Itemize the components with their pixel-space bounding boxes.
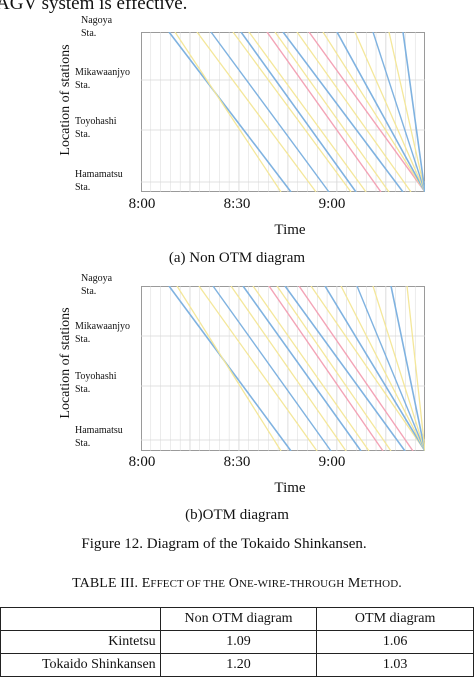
x-tick: 8:00 [128, 454, 156, 470]
station-label: Toyohashi Sta. [75, 116, 117, 140]
station-label: Nagoya Sta. [81, 15, 113, 39]
figure-caption: Figure 12. Diagram of the Tokaido Shinka… [81, 536, 367, 552]
table-row: Kintetsu 1.09 1.06 [0, 630, 474, 654]
station-label: Nagoya Sta. [81, 273, 113, 297]
table-cell: 1.20 [159, 653, 318, 677]
header-cell: OTM diagram [316, 607, 474, 631]
diagram-frame [141, 32, 425, 192]
table-title: TABLE III. EFFECT OF THE ONE-WIRE-THROUG… [72, 576, 402, 591]
train-line [210, 32, 330, 192]
train-line [354, 32, 425, 192]
train-line [242, 286, 362, 451]
train-line [268, 286, 384, 451]
table-row: Tokaido Shinkansen 1.20 1.03 [0, 653, 474, 677]
x-tick: 8:00 [128, 196, 156, 212]
train-line [388, 32, 425, 192]
ylabel-a: Location of stations [58, 44, 73, 156]
train-line [284, 286, 406, 451]
train-line [276, 286, 392, 451]
train-line [240, 32, 357, 192]
x-axis-title: Time [274, 480, 306, 496]
train-line [196, 32, 317, 192]
x-tick: 8:30 [223, 196, 251, 212]
header-cell [0, 607, 161, 631]
train-line [296, 32, 412, 192]
table-cell: 1.06 [316, 630, 474, 654]
train-line [232, 32, 352, 192]
row-label: Kintetsu [0, 630, 161, 654]
station-label: Toyohashi Sta. [75, 371, 117, 395]
train-line [324, 286, 425, 451]
table-header-row: Non OTM diagram OTM diagram [0, 607, 474, 631]
x-tick: 9:00 [318, 454, 346, 470]
train-line [336, 32, 425, 192]
train-line [248, 32, 367, 192]
train-line [212, 286, 332, 451]
train-line [168, 286, 292, 451]
train-line [322, 32, 425, 192]
station-label: Hamamatsu Sta. [75, 169, 123, 193]
train-line [310, 286, 425, 451]
train-line [390, 286, 425, 451]
subfigure-caption-b: (b)OTM diagram [185, 507, 289, 523]
header-cell: Non OTM diagram [159, 607, 318, 631]
train-line [356, 286, 425, 451]
station-label: Mikawaanjyo Sta. [75, 67, 130, 91]
train-diagram-a [141, 32, 425, 192]
train-line [298, 286, 414, 451]
train-line [230, 286, 347, 451]
top-text: AGV system is effective. [0, 0, 188, 14]
train-line [174, 32, 282, 192]
results-table: Non OTM diagram OTM diagram Kintetsu 1.0… [0, 607, 474, 677]
train-line [372, 286, 425, 451]
table-cell: 1.09 [159, 630, 318, 654]
train-line [372, 32, 425, 192]
station-label: Mikawaanjyo Sta. [75, 321, 130, 345]
train-line [176, 286, 282, 451]
train-line [340, 286, 425, 451]
train-line [274, 32, 390, 192]
subfigure-caption-a: (a) Non OTM diagram [168, 250, 306, 266]
x-tick: 9:00 [318, 196, 346, 212]
x-axis-title: Time [274, 222, 306, 238]
ylabel-b: Location of stations [58, 307, 73, 419]
train-line [406, 286, 425, 451]
train-line [198, 286, 318, 451]
train-line [402, 32, 425, 192]
train-line [266, 32, 382, 192]
train-diagram-b [141, 286, 425, 451]
row-label: Tokaido Shinkansen [0, 653, 161, 677]
table-cell: 1.03 [316, 653, 474, 677]
train-line [308, 32, 425, 192]
station-label: Hamamatsu Sta. [75, 425, 123, 449]
train-line [252, 286, 370, 451]
diagram-frame [141, 286, 425, 451]
train-line [168, 32, 292, 192]
train-line [282, 32, 404, 192]
x-tick: 8:30 [223, 454, 251, 470]
